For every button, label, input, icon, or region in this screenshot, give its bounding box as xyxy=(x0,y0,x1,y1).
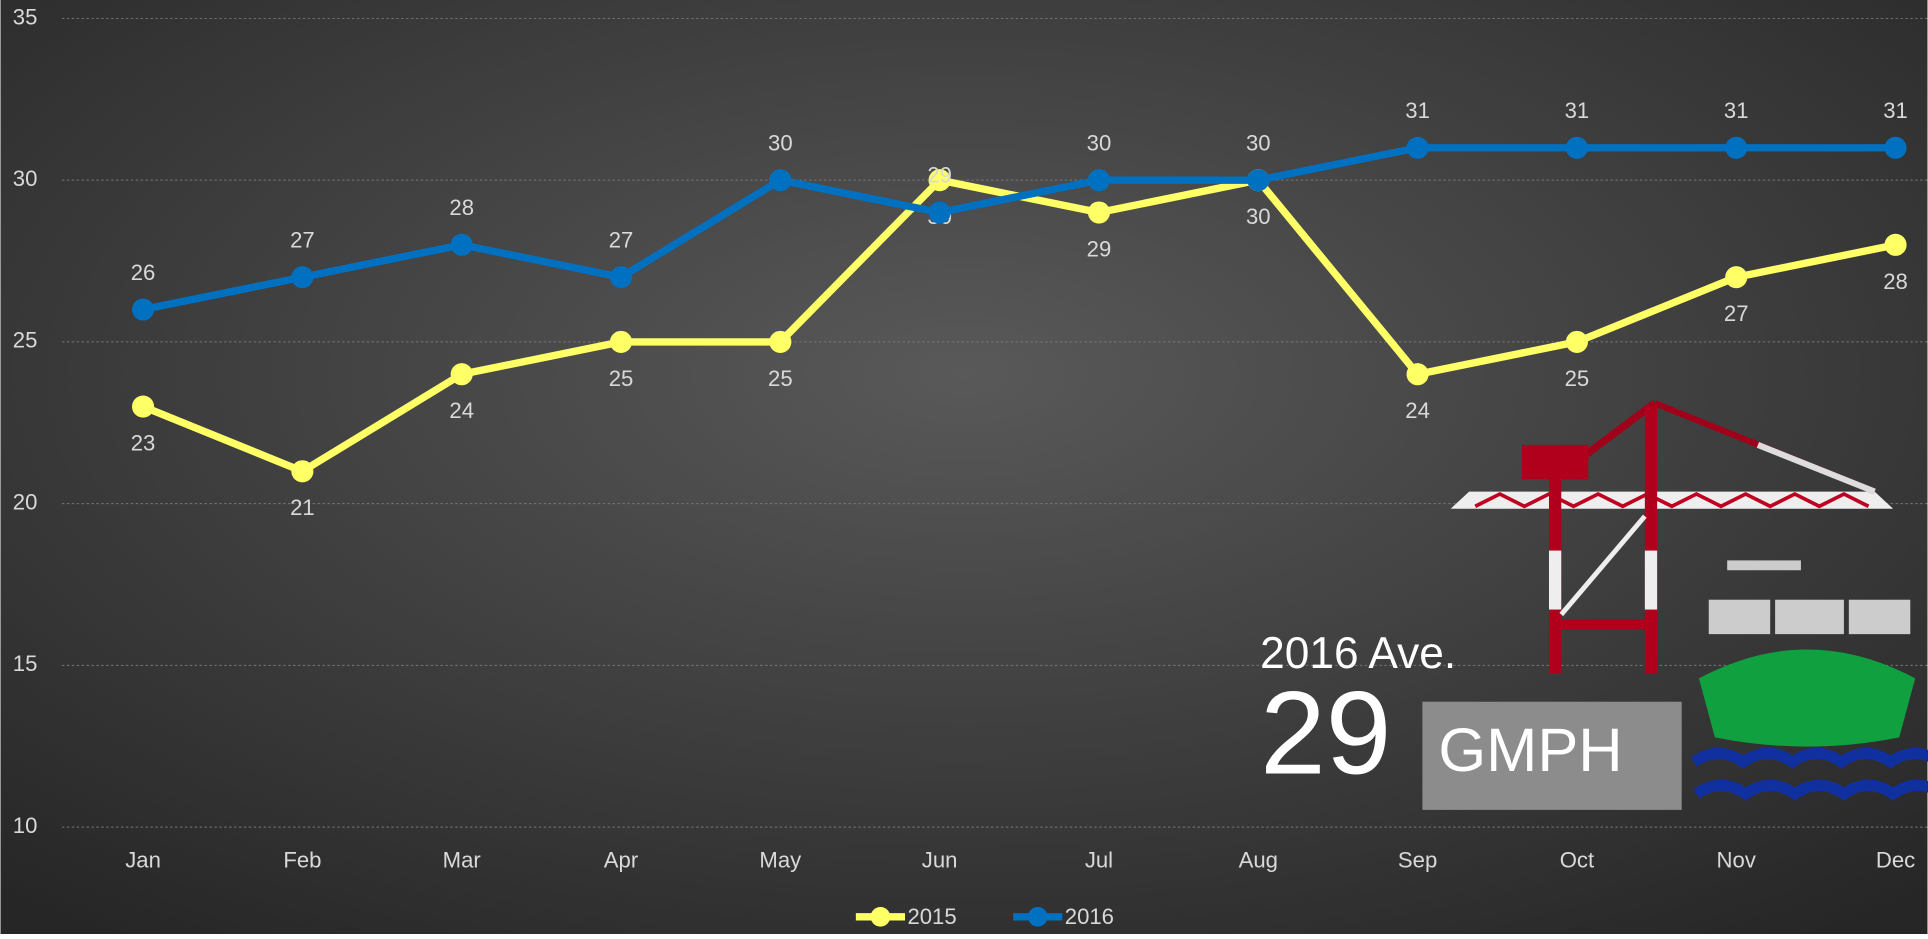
x-tick-label: Aug xyxy=(1239,847,1278,872)
data-point xyxy=(291,266,313,288)
data-point xyxy=(1725,266,1747,288)
data-label: 27 xyxy=(290,227,315,252)
data-point xyxy=(132,298,154,320)
data-label: 27 xyxy=(609,227,634,252)
x-tick-label: Dec xyxy=(1876,847,1915,872)
data-label: 31 xyxy=(1405,98,1430,123)
legend-label: 2015 xyxy=(907,904,956,929)
data-label: 29 xyxy=(927,163,952,188)
page: 10 15 20 25 30 35 23 21 24 25 25 30 29 30 24 25 27 28 26 2… xyxy=(0,0,1928,934)
data-point xyxy=(1566,137,1588,159)
data-label: 21 xyxy=(290,495,315,520)
data-point xyxy=(291,460,313,482)
chart: 10 15 20 25 30 35 23 21 24 25 25 30 29 30 24 25 27 28 26 2… xyxy=(0,0,1928,934)
data-point xyxy=(769,169,791,191)
data-label: 28 xyxy=(449,195,474,220)
data-label: 26 xyxy=(131,260,156,285)
legend-label: 2016 xyxy=(1065,904,1114,929)
legend-marker xyxy=(871,907,891,927)
y-tick-label: 15 xyxy=(13,651,38,676)
x-tick-label: Jan xyxy=(125,847,161,872)
legend-marker xyxy=(1028,907,1048,927)
data-label: 30 xyxy=(1246,204,1271,229)
data-point xyxy=(1884,137,1906,159)
x-tick-label: Oct xyxy=(1560,847,1594,872)
data-label: 29 xyxy=(1087,236,1112,261)
data-label: 30 xyxy=(1087,130,1112,155)
y-tick-label: 10 xyxy=(13,813,38,838)
data-point xyxy=(1884,234,1906,256)
x-tick-label: Sep xyxy=(1398,847,1437,872)
data-label: 31 xyxy=(1883,98,1908,123)
annotation-value: 29 xyxy=(1260,666,1391,798)
data-label: 27 xyxy=(1724,301,1749,326)
data-point xyxy=(1407,137,1429,159)
data-label: 31 xyxy=(1724,98,1749,123)
data-point xyxy=(929,201,951,223)
data-point xyxy=(1247,169,1269,191)
data-label: 28 xyxy=(1883,269,1908,294)
data-point xyxy=(451,363,473,385)
data-label: 30 xyxy=(768,130,793,155)
x-tick-label: Apr xyxy=(604,847,638,872)
data-label: 25 xyxy=(768,366,793,391)
data-point xyxy=(451,234,473,256)
x-tick-label: Jun xyxy=(922,847,958,872)
data-label: 25 xyxy=(609,366,634,391)
data-point xyxy=(1725,137,1747,159)
data-point xyxy=(1566,331,1588,353)
data-label: 24 xyxy=(449,398,474,423)
data-point xyxy=(769,331,791,353)
data-label: 24 xyxy=(1405,398,1430,423)
y-tick-label: 25 xyxy=(13,328,38,353)
data-point xyxy=(610,266,632,288)
y-tick-label: 30 xyxy=(13,166,38,191)
x-tick-label: May xyxy=(759,847,802,872)
annotation-unit: GMPH xyxy=(1438,716,1622,785)
data-label: 25 xyxy=(1565,366,1590,391)
data-point xyxy=(132,396,154,418)
x-tick-label: Jul xyxy=(1085,847,1113,872)
data-point xyxy=(1088,201,1110,223)
data-label: 31 xyxy=(1565,98,1590,123)
y-tick-label: 35 xyxy=(13,4,38,29)
data-point xyxy=(1407,363,1429,385)
x-tick-label: Mar xyxy=(443,847,481,872)
x-tick-label: Feb xyxy=(283,847,321,872)
y-tick-label: 20 xyxy=(13,489,38,514)
data-label: 30 xyxy=(1246,130,1271,155)
x-tick-label: Nov xyxy=(1717,847,1756,872)
data-point xyxy=(610,331,632,353)
data-point xyxy=(1088,169,1110,191)
data-label: 23 xyxy=(131,431,156,456)
